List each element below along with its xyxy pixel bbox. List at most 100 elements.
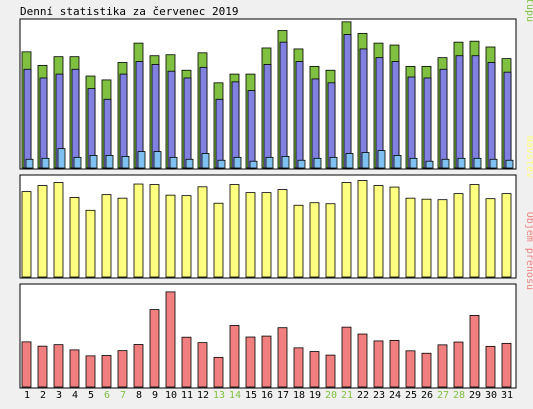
visits-bar — [245, 192, 256, 278]
files-bar — [391, 61, 400, 169]
kbytes-bar — [261, 335, 272, 388]
pages-bar — [169, 156, 178, 169]
visits-bar — [389, 186, 400, 278]
pages-bar — [153, 151, 162, 169]
files-bar — [215, 98, 224, 169]
kbytes-bar — [501, 342, 512, 388]
kbytes-bar — [277, 327, 288, 388]
x-tick-label: 11 — [181, 390, 193, 401]
x-tick-label: 23 — [373, 390, 385, 401]
pages-bar — [201, 153, 210, 169]
files-bar — [423, 77, 432, 169]
kbytes-bar — [37, 345, 48, 388]
x-tick-label: 13 — [213, 390, 225, 401]
files-bar — [23, 68, 32, 169]
x-tick-label: 30 — [485, 390, 497, 401]
visits-bar — [421, 198, 432, 278]
x-tick-label: 19 — [309, 390, 321, 401]
visits-bar — [293, 204, 304, 278]
x-tick-label: 2 — [40, 390, 46, 401]
visits-bar — [437, 199, 448, 278]
pages-bar — [377, 150, 386, 169]
pages-bar — [73, 156, 82, 169]
x-tick-label: 5 — [88, 390, 94, 401]
visits-bar — [149, 184, 160, 278]
x-tick-label: 28 — [453, 390, 465, 401]
files-bar — [407, 76, 416, 169]
x-tick-label: 14 — [229, 390, 241, 401]
kbytes-bar — [437, 344, 448, 388]
kbytes-bar — [325, 354, 336, 388]
visits-legend: Návštěv — [524, 136, 533, 178]
kbytes-bar — [117, 350, 128, 388]
kbytes-bar — [21, 341, 32, 388]
kbytes-bar — [133, 344, 144, 388]
hits-legend: Stránek/Souborů/Přístupů — [524, 0, 533, 22]
visits-bar — [213, 202, 224, 278]
files-bar — [39, 77, 48, 169]
files-bar — [327, 82, 336, 169]
kbytes-bar — [149, 309, 160, 388]
pages-bar — [265, 156, 274, 169]
kbytes-bar — [309, 351, 320, 388]
visits-bar — [133, 183, 144, 278]
files-bar — [183, 77, 192, 169]
files-bar — [503, 71, 512, 169]
pages-bar — [25, 158, 34, 169]
visits-bar — [165, 194, 176, 278]
x-tick-label: 18 — [293, 390, 305, 401]
pages-bar — [297, 159, 306, 169]
kbytes-bar — [373, 340, 384, 388]
x-tick-label: 29 — [469, 390, 481, 401]
chart-title: Denní statistika za červenec 2019 — [20, 5, 239, 18]
pages-bar — [105, 155, 114, 169]
kbytes-bar — [293, 347, 304, 388]
kbytes-bar — [389, 339, 400, 388]
files-bar — [119, 73, 128, 169]
files-bar — [359, 48, 368, 169]
files-bar — [247, 90, 256, 169]
visits-bar — [85, 209, 96, 278]
pages-bar — [489, 158, 498, 169]
pages-bar — [233, 156, 242, 169]
pages-bar — [393, 155, 402, 169]
kbytes-bar — [341, 326, 352, 388]
pages-bar — [121, 155, 130, 169]
kbytes-bar — [421, 352, 432, 388]
x-tick-label: 8 — [136, 390, 142, 401]
visits-bar — [341, 182, 352, 278]
pages-bar — [505, 159, 514, 169]
pages-bar — [249, 160, 258, 169]
chart-panels: Stránek/Souborů/Přístupů Návštěv Objem pře… — [19, 0, 533, 389]
pages-bar — [313, 157, 322, 169]
legend-hits-label: Přístupů — [524, 0, 533, 22]
pages-bar — [57, 148, 66, 169]
visits-bar — [53, 182, 64, 278]
files-bar — [295, 61, 304, 169]
visits-bar — [229, 184, 240, 278]
x-tick-label: 3 — [56, 390, 62, 401]
files-bar — [231, 81, 240, 169]
files-bar — [279, 41, 288, 169]
kbytes-bar — [101, 355, 112, 388]
visits-bar — [373, 185, 384, 278]
x-tick-label: 27 — [437, 390, 449, 401]
visits-bar — [453, 193, 464, 278]
files-bar — [439, 68, 448, 169]
files-bar — [487, 62, 496, 169]
pages-bar — [329, 156, 338, 169]
pages-bar — [361, 152, 370, 169]
x-tick-label: 22 — [357, 390, 369, 401]
x-tick-label: 26 — [421, 390, 433, 401]
pages-bar — [441, 158, 450, 169]
x-tick-label: 17 — [277, 390, 289, 401]
pages-bar — [409, 157, 418, 169]
x-tick-label: 7 — [120, 390, 126, 401]
files-bar — [471, 55, 480, 169]
visits-bar — [277, 189, 288, 278]
files-bar — [455, 55, 464, 169]
files-bar — [311, 78, 320, 169]
files-bar — [71, 68, 80, 169]
visits-bar — [69, 197, 80, 278]
